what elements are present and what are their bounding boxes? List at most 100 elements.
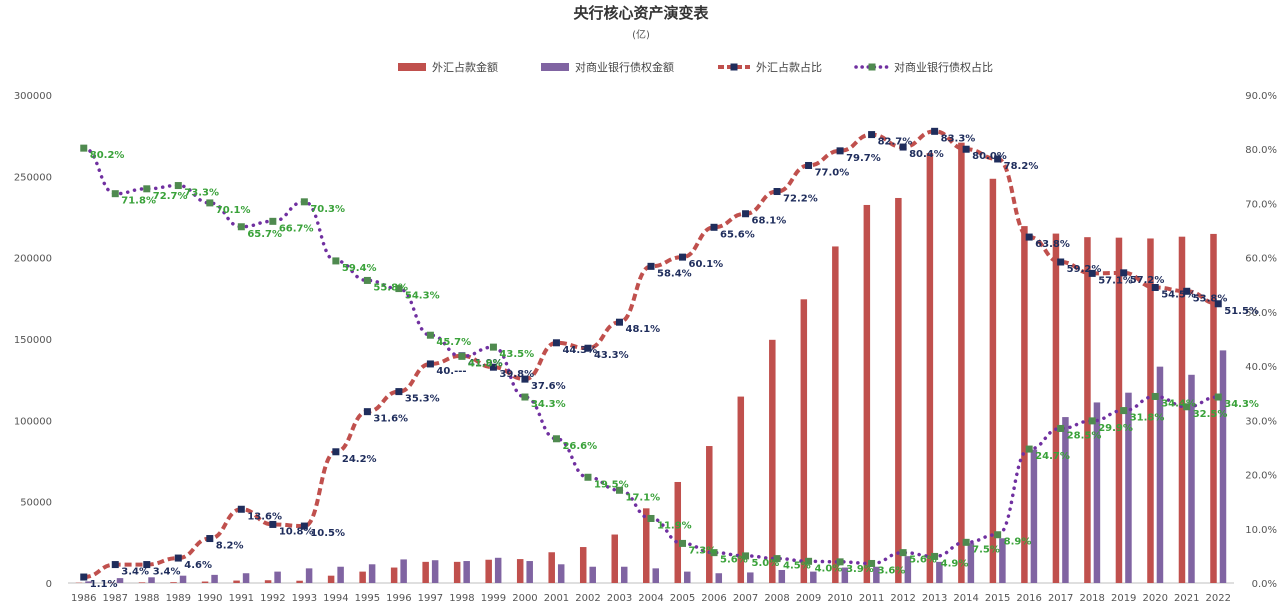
y-right-tick-label: 90.0%: [1245, 91, 1277, 102]
x-tick-label: 1986: [71, 593, 96, 604]
data-label-series-2: 48.1%: [625, 324, 660, 335]
bar-series-1: [841, 567, 849, 583]
bar-series-1: [116, 578, 124, 583]
bar-series-0: [769, 339, 776, 583]
data-label-series-3: 32.5%: [1193, 409, 1228, 420]
x-tick-label: 2011: [859, 593, 884, 604]
data-label-series-2: 40.---: [436, 366, 466, 377]
marker-series-2: [143, 561, 151, 569]
marker-series-3: [237, 223, 245, 231]
y-right-tick-label: 40.0%: [1245, 362, 1277, 373]
bar-series-1: [1062, 417, 1069, 583]
marker-series-3: [962, 538, 970, 546]
bar-series-0: [1178, 236, 1186, 583]
bar-series-1: [242, 573, 250, 583]
bar-series-0: [1210, 233, 1217, 583]
x-tick-label: 2002: [575, 593, 600, 604]
bar-series-0: [359, 571, 366, 583]
bar-series-0: [832, 246, 839, 583]
y-left-tick-label: 300000: [14, 91, 52, 102]
marker-series-3: [615, 486, 623, 494]
legend-marker-3: [868, 63, 876, 71]
data-label-series-2: 31.6%: [373, 414, 408, 425]
y-left-tick-label: 100000: [14, 416, 52, 427]
axes: 0 50000 100000 150000 200000 250000 300000 0.0%…: [14, 91, 1277, 604]
data-label-series-3: 70.1%: [216, 205, 251, 216]
x-tick-label: 2001: [544, 593, 569, 604]
data-label-series-2: 39.8%: [499, 369, 534, 380]
marker-series-3: [1025, 445, 1033, 453]
marker-series-3: [836, 558, 844, 566]
bar-series-1: [148, 577, 155, 583]
marker-series-2: [962, 145, 970, 153]
bar-series-0: [706, 446, 713, 583]
marker-series-2: [363, 408, 371, 416]
marker-series-3: [899, 549, 907, 557]
bar-series-1: [1030, 449, 1038, 583]
x-tick-label: 2013: [922, 593, 947, 604]
bar-series-0: [201, 581, 209, 583]
bar-series-1: [274, 571, 281, 583]
marker-series-3: [206, 199, 214, 207]
x-tick-label: 1990: [197, 593, 222, 604]
x-tick-label: 1998: [449, 593, 474, 604]
marker-series-2: [710, 223, 718, 231]
marker-series-3: [679, 539, 687, 547]
data-label-series-3: 28.5%: [1067, 430, 1102, 441]
bar-series-1: [337, 566, 344, 583]
y-right-tick-label: 10.0%: [1245, 525, 1277, 536]
bar-series-0: [958, 142, 965, 584]
data-label-series-2: 44.3%: [562, 345, 597, 356]
y-right-tick-label: 80.0%: [1245, 145, 1277, 156]
data-label-series-2: 8.2%: [216, 541, 244, 552]
data-label-series-2: 80.0%: [972, 151, 1007, 162]
marker-series-2: [1214, 300, 1222, 308]
marker-series-3: [1183, 403, 1191, 411]
bar-series-0: [579, 547, 587, 583]
marker-series-2: [679, 253, 687, 261]
x-tick-label: 2019: [1111, 593, 1136, 604]
marker-series-2: [1120, 269, 1128, 277]
data-label-series-3: 80.2%: [90, 150, 125, 161]
data-label-series-2: 60.1%: [689, 259, 724, 270]
marker-series-3: [647, 514, 655, 522]
data-label-series-3: 55.8%: [373, 282, 408, 293]
bar-series-0: [327, 575, 335, 583]
data-label-series-3: 34.3%: [531, 399, 566, 410]
marker-series-3: [584, 473, 592, 481]
bar-series-1: [999, 538, 1006, 583]
marker-series-3: [710, 549, 718, 557]
marker-series-2: [805, 161, 813, 169]
data-label-series-3: 4.9%: [941, 558, 969, 569]
legend-label-3: 对商业银行债权占比: [894, 60, 993, 74]
chart-title: 央行核心资产演变表: [573, 4, 709, 22]
bar-series-1: [368, 564, 376, 583]
data-label-series-3: 31.8%: [1130, 413, 1165, 424]
bar-series-1: [967, 543, 975, 583]
bar-series-1: [904, 556, 912, 583]
bar-series-1: [526, 561, 533, 583]
marker-series-2: [899, 143, 907, 151]
marker-series-3: [552, 435, 560, 443]
marker-series-2: [237, 505, 245, 513]
bar-series-1: [85, 581, 92, 583]
data-label-series-2: 68.1%: [752, 216, 787, 227]
x-tick-label: 1996: [386, 593, 411, 604]
x-tick-label: 2020: [1142, 593, 1167, 604]
marker-series-2: [647, 262, 655, 270]
data-label-series-2: 82.7%: [878, 137, 913, 148]
data-label-series-2: 54.5%: [1161, 289, 1196, 300]
bar-series-0: [453, 561, 461, 583]
bar-series-0: [1052, 233, 1060, 584]
bar-series-1: [936, 561, 943, 583]
marker-series-3: [300, 198, 308, 206]
bars: [75, 142, 1227, 584]
marker-series-2: [111, 561, 119, 569]
x-tick-label: 2018: [1079, 593, 1104, 604]
x-tick-label: 1995: [355, 593, 380, 604]
data-label-series-3: 4.5%: [783, 561, 811, 572]
x-tick-label: 2010: [827, 593, 852, 604]
data-label-series-3: 5.6%: [909, 555, 937, 566]
bar-series-0: [643, 508, 650, 583]
data-label-series-2: 10.8%: [279, 526, 314, 537]
